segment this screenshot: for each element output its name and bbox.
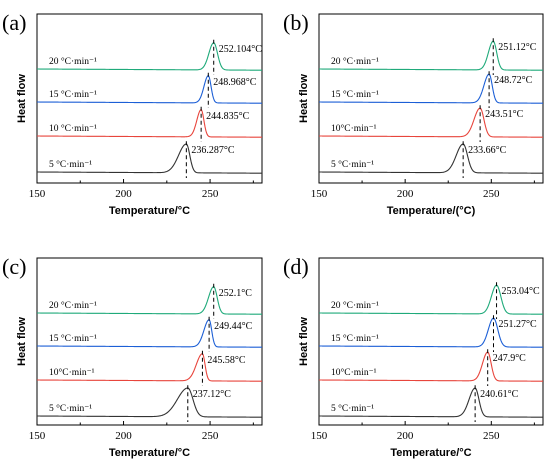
- series-label: 10 °C·min⁻¹: [49, 123, 97, 134]
- y-axis-title: Heat flow: [298, 74, 310, 123]
- series-line: [319, 317, 543, 348]
- series-label: 5 °C·min⁻¹: [331, 159, 374, 170]
- series-label: 20 °C·min⁻¹: [49, 56, 97, 67]
- x-tick-label: 250: [483, 430, 500, 442]
- series-label: 10°C·min⁻¹: [331, 123, 377, 134]
- series-label: 15 °C·min⁻¹: [49, 89, 97, 100]
- peak-label: 237.12°C: [193, 389, 231, 400]
- series-line: [37, 42, 262, 71]
- x-tick-label: 200: [397, 430, 414, 442]
- series-label: 20 °C·min⁻¹: [49, 300, 97, 311]
- panel-b: (b) 150 200 250 Temperature/(°C) Heat flow 233…: [283, 10, 544, 217]
- series-label: 20 °C·min⁻¹: [331, 300, 379, 311]
- x-axis-title: Temperature/°C: [390, 447, 471, 459]
- series-line: [319, 107, 543, 138]
- series-line: [37, 143, 262, 174]
- peak-label: 251.27°C: [498, 319, 536, 330]
- peak-label: 233.66°C: [468, 145, 506, 156]
- series-label: 5 °C·min⁻¹: [49, 403, 92, 414]
- peak-label: 247.9°C: [493, 353, 526, 364]
- peak-label: 248.72°C: [494, 75, 532, 86]
- peak-label: 253.04°C: [502, 286, 540, 297]
- peak-label: 244.835°C: [206, 111, 249, 122]
- x-tick-label: 150: [29, 188, 46, 200]
- plot-frame: [36, 257, 263, 426]
- plot-frame: [36, 13, 263, 184]
- series-label: 10°C·min⁻¹: [331, 367, 377, 378]
- series-label: 5 °C·min⁻¹: [49, 159, 92, 170]
- series-line: [319, 40, 543, 71]
- peak-label: 243.51°C: [485, 109, 523, 120]
- plot-frame: [318, 13, 544, 184]
- x-tick-label: 150: [311, 430, 328, 442]
- y-axis-title: Heat flow: [298, 317, 310, 366]
- plot-frame: [318, 257, 544, 426]
- peak-label: 240.61°C: [480, 389, 518, 400]
- series-line: [37, 286, 262, 315]
- peak-label: 252.1°C: [219, 288, 252, 299]
- x-tick-label: 250: [202, 430, 219, 442]
- panel-label: (d): [283, 254, 309, 279]
- x-tick-label: 250: [483, 188, 500, 200]
- series-label: 5 °C·min⁻¹: [331, 403, 374, 414]
- series-line: [319, 143, 543, 174]
- series-line: [37, 75, 262, 104]
- peak-label: 249.44°C: [214, 321, 252, 332]
- peak-label: 236.287°C: [191, 145, 234, 156]
- series-line: [37, 319, 262, 348]
- y-axis-title: Heat flow: [16, 74, 28, 123]
- series-label: 15 °C·min⁻¹: [331, 89, 379, 100]
- series-line: [37, 387, 262, 418]
- x-tick-label: 200: [397, 188, 414, 200]
- series-line: [319, 284, 543, 315]
- x-axis-title: Temperature/°C: [109, 447, 190, 459]
- peak-label: 251.12°C: [498, 42, 536, 53]
- x-tick-label: 250: [202, 188, 219, 200]
- panel-a: (a) 150 200 250 Temperature/°C Heat flow 236.2…: [2, 10, 263, 217]
- series-line: [319, 73, 543, 104]
- series-label: 20 °C·min⁻¹: [331, 56, 379, 67]
- x-axis-title: Temperature/°C: [109, 205, 190, 217]
- x-tick-label: 200: [115, 188, 132, 200]
- x-tick-label: 200: [115, 430, 132, 442]
- panel-label: (b): [283, 10, 309, 35]
- series-line: [319, 387, 543, 418]
- series-line: [319, 351, 543, 382]
- peak-label: 245.58°C: [207, 355, 245, 366]
- peak-label: 252.104°C: [219, 44, 262, 55]
- x-tick-label: 150: [311, 188, 328, 200]
- series-line: [37, 109, 262, 138]
- x-tick-label: 150: [29, 430, 46, 442]
- series-label: 15 °C·min⁻¹: [49, 333, 97, 344]
- panel-label: (c): [2, 254, 26, 279]
- series-label: 15 °C·min⁻¹: [331, 333, 379, 344]
- panel-label: (a): [2, 10, 26, 35]
- series-label: 10°C·min⁻¹: [49, 367, 95, 378]
- x-axis-title: Temperature/(°C): [387, 205, 476, 217]
- panel-c: (c) 150 200 250 Temperature/°C Heat flow 237.1…: [2, 254, 263, 459]
- series-line: [37, 353, 262, 382]
- panel-d: (d) 150 200 250 Temperature/°C Heat flow 240.6…: [283, 254, 544, 459]
- peak-label: 248.968°C: [213, 77, 256, 88]
- y-axis-title: Heat flow: [16, 317, 28, 366]
